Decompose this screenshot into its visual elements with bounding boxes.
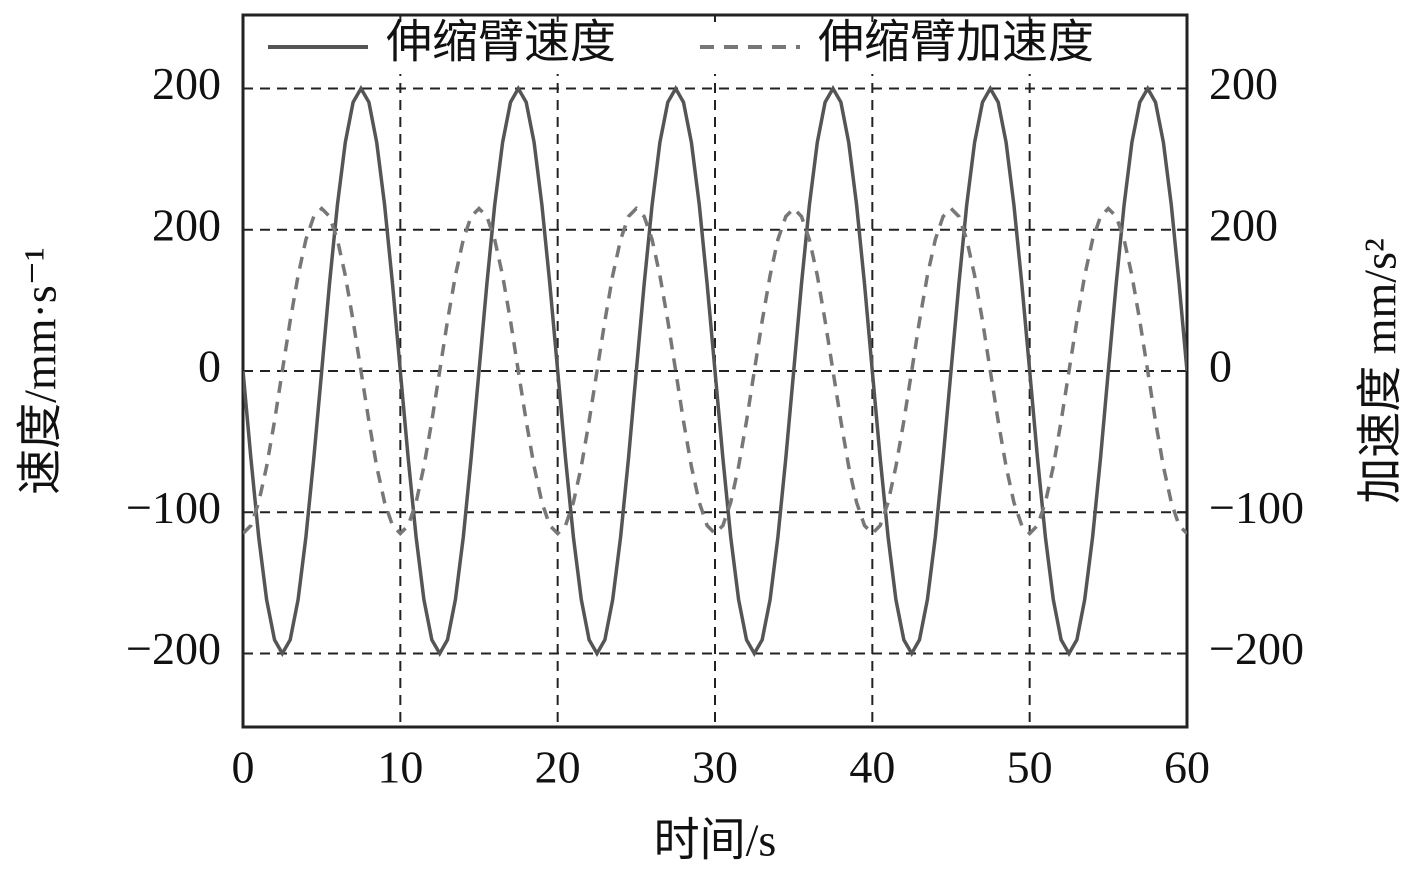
x-tick-label: 50	[1007, 742, 1053, 793]
y2-axis-label: 加速度 mm/s²	[1355, 238, 1406, 504]
legend-label: 伸缩臂速度	[386, 17, 616, 68]
y2-tick-label: −200	[1209, 623, 1304, 674]
y2-tick-label: 0	[1209, 341, 1232, 392]
data-line	[243, 84, 1187, 658]
x-tick-label: 40	[849, 742, 895, 793]
y-tick-label: 200	[152, 58, 221, 109]
x-tick-label: 60	[1164, 742, 1210, 793]
legend-label: 伸缩臂加速度	[818, 17, 1094, 68]
y-axis-label: 速度/mm·s⁻¹	[15, 247, 66, 495]
y2-tick-label: 200	[1209, 58, 1278, 109]
data-line	[243, 206, 1187, 536]
y-tick-label: −200	[126, 623, 221, 674]
y2-tick-label: 200	[1209, 199, 1278, 250]
x-tick-label: 10	[377, 742, 423, 793]
x-axis-label: 时间/s	[654, 815, 777, 866]
x-tick-label: 0	[232, 742, 255, 793]
y-tick-label: 200	[152, 199, 221, 250]
x-tick-label: 20	[535, 742, 581, 793]
y-tick-label: −100	[126, 482, 221, 533]
y-tick-label: 0	[198, 341, 221, 392]
y2-tick-label: −100	[1209, 482, 1304, 533]
x-tick-label: 30	[692, 742, 738, 793]
